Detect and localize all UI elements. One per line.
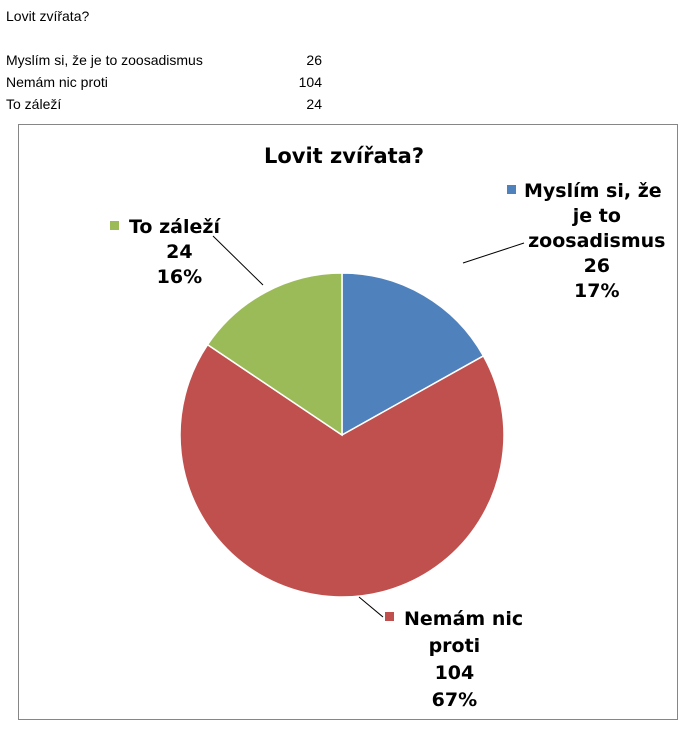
pie-slice[interactable] [179,343,505,598]
data-label-line: je to [572,205,621,227]
sheet-row: To záleží 24 [6,96,322,116]
data-label-line: 67% [432,689,477,711]
legend-key [385,612,394,621]
pie-slice[interactable] [206,272,343,437]
data-label: Myslím si, že je to zoosadismus 26 17% [524,180,665,302]
sheet-row-label: To záleží [6,96,62,112]
pie-chart: Lovit zvířata? Myslím si, že je to zoosadi… [110,144,665,711]
data-label-line: Myslím si, že [524,180,662,202]
data-label-line: 17% [574,280,619,302]
sheet-title: Lovit zvířata? [6,8,90,24]
chart-title: Lovit zvířata? [264,144,424,168]
data-label-line: 16% [157,266,202,288]
leader-line [358,596,384,618]
sheet-row: Nemám nic proti 104 [6,74,322,94]
data-label-line: 24 [166,241,192,263]
leader-line [212,235,264,286]
sheet-row-label: Nemám nic proti [6,74,108,90]
data-label-line: 26 [584,255,610,277]
data-label: To záleží 24 16% [129,216,221,288]
data-label-line: proti [429,635,481,657]
data-label-line: 104 [435,662,475,684]
data-label-line: zoosadismus [528,230,665,252]
data-label-line: Nemám nic [404,608,523,630]
data-label-line: To záleží [129,216,221,238]
legend-key [507,185,516,194]
sheet-row-label: Myslím si, že je to zoosadismus [6,52,203,68]
sheet-row-value: 104 [298,74,322,90]
pie-slice[interactable] [341,272,485,437]
chart-area[interactable]: Lovit zvířata? Myslím si, že je to zoosadi… [18,124,678,720]
sheet-row-value: 26 [306,52,322,68]
data-label: Nemám nic proti 104 67% [404,608,523,711]
leader-line [462,242,525,264]
sheet-row-value: 24 [306,96,322,112]
legend-key [110,221,119,230]
sheet-row: Myslím si, že je to zoosadismus 26 [6,52,322,72]
